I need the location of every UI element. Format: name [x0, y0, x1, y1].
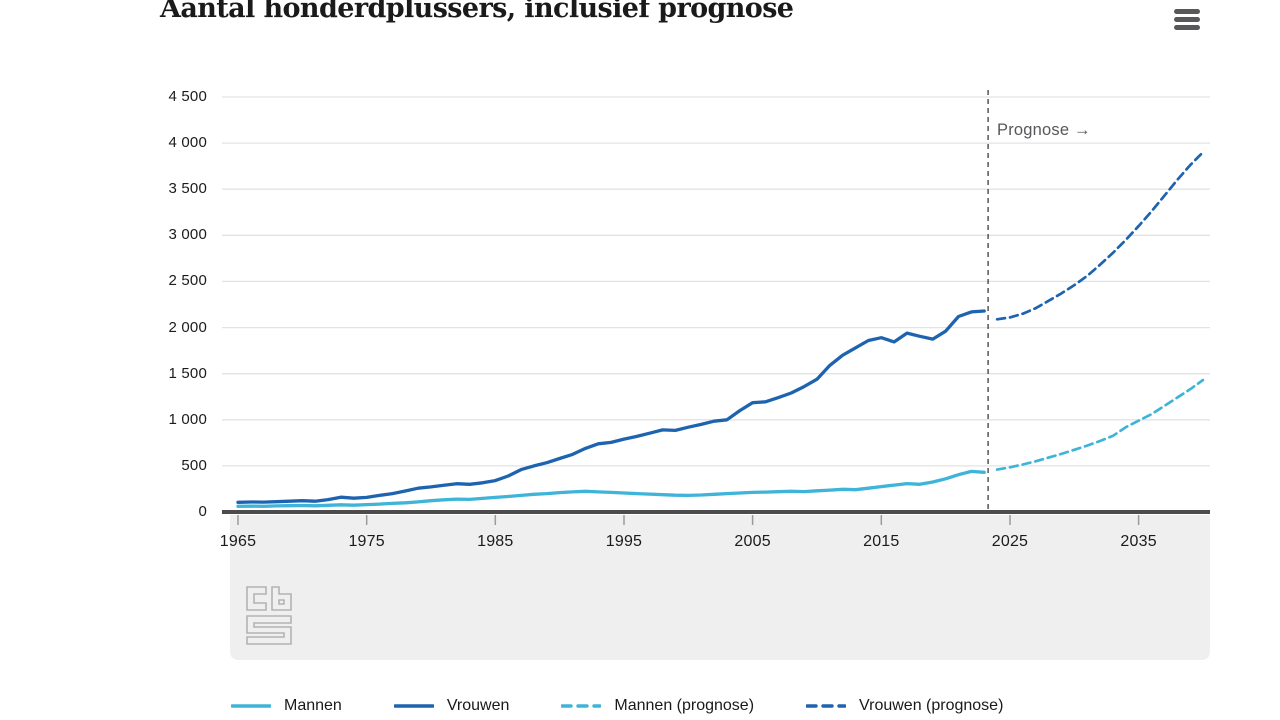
x-axis-label: 1985 — [477, 533, 514, 550]
y-axis-label: 1 500 — [168, 364, 207, 382]
legend-swatch-icon — [393, 704, 434, 708]
x-axis-label: 1995 — [605, 533, 643, 550]
series-line-vrouwen-prognose- — [995, 150, 1205, 321]
x-axis-label: 1965 — [219, 533, 257, 550]
legend-label: Vrouwen (prognose) — [859, 697, 1004, 714]
y-axis-label: 2 000 — [168, 318, 207, 336]
legend-label: Mannen (prognose) — [614, 697, 755, 714]
series-line-mannen-prognose- — [995, 378, 1205, 471]
legend-item-mannen-prognose-[interactable]: Mannen (prognose) — [561, 697, 754, 715]
cbs-logo-icon — [246, 586, 292, 645]
legend-label: Mannen — [284, 697, 342, 714]
x-axis-label: 1975 — [348, 533, 385, 550]
series-line-vrouwen — [236, 309, 986, 504]
forecast-label: Prognose → — [997, 121, 1091, 139]
y-axis-label: 3 000 — [168, 226, 207, 244]
legend-item-vrouwen[interactable]: Vrouwen — [393, 697, 510, 715]
chart-title: Aantal honderdplussers, inclusief progno… — [160, 0, 794, 24]
legend-label: Vrouwen — [446, 697, 510, 714]
series-line-mannen — [236, 469, 986, 508]
x-axis-label: 2015 — [863, 533, 900, 550]
x-axis-label: 2025 — [991, 533, 1029, 550]
y-axis-label: 3 500 — [168, 180, 207, 198]
legend-item-mannen[interactable]: Mannen — [231, 697, 342, 715]
y-axis-label: 4 500 — [168, 88, 207, 105]
y-axis-label: 500 — [181, 456, 207, 474]
hamburger-icon — [1174, 16, 1200, 22]
y-axis-label: 0 — [198, 503, 207, 520]
x-axis-label: 2035 — [1120, 533, 1157, 550]
y-axis-label: 1 000 — [168, 410, 207, 428]
y-axis-label: 2 500 — [168, 272, 207, 290]
legend: Mannen Vrouwen Mannen (prognose) Vrouwen (p… — [231, 697, 1003, 715]
hamburger-icon — [1174, 24, 1200, 30]
chart-menu-button[interactable] — [1172, 6, 1204, 32]
legend-swatch-icon — [806, 704, 847, 708]
y-axis-label: 4 000 — [168, 134, 207, 152]
x-axis-label: 2005 — [734, 533, 771, 550]
hamburger-icon — [1174, 8, 1200, 14]
legend-swatch-icon — [561, 704, 602, 708]
legend-item-vrouwen-prognose-[interactable]: Vrouwen (prognose) — [806, 697, 1003, 715]
legend-swatch-icon — [231, 704, 271, 708]
